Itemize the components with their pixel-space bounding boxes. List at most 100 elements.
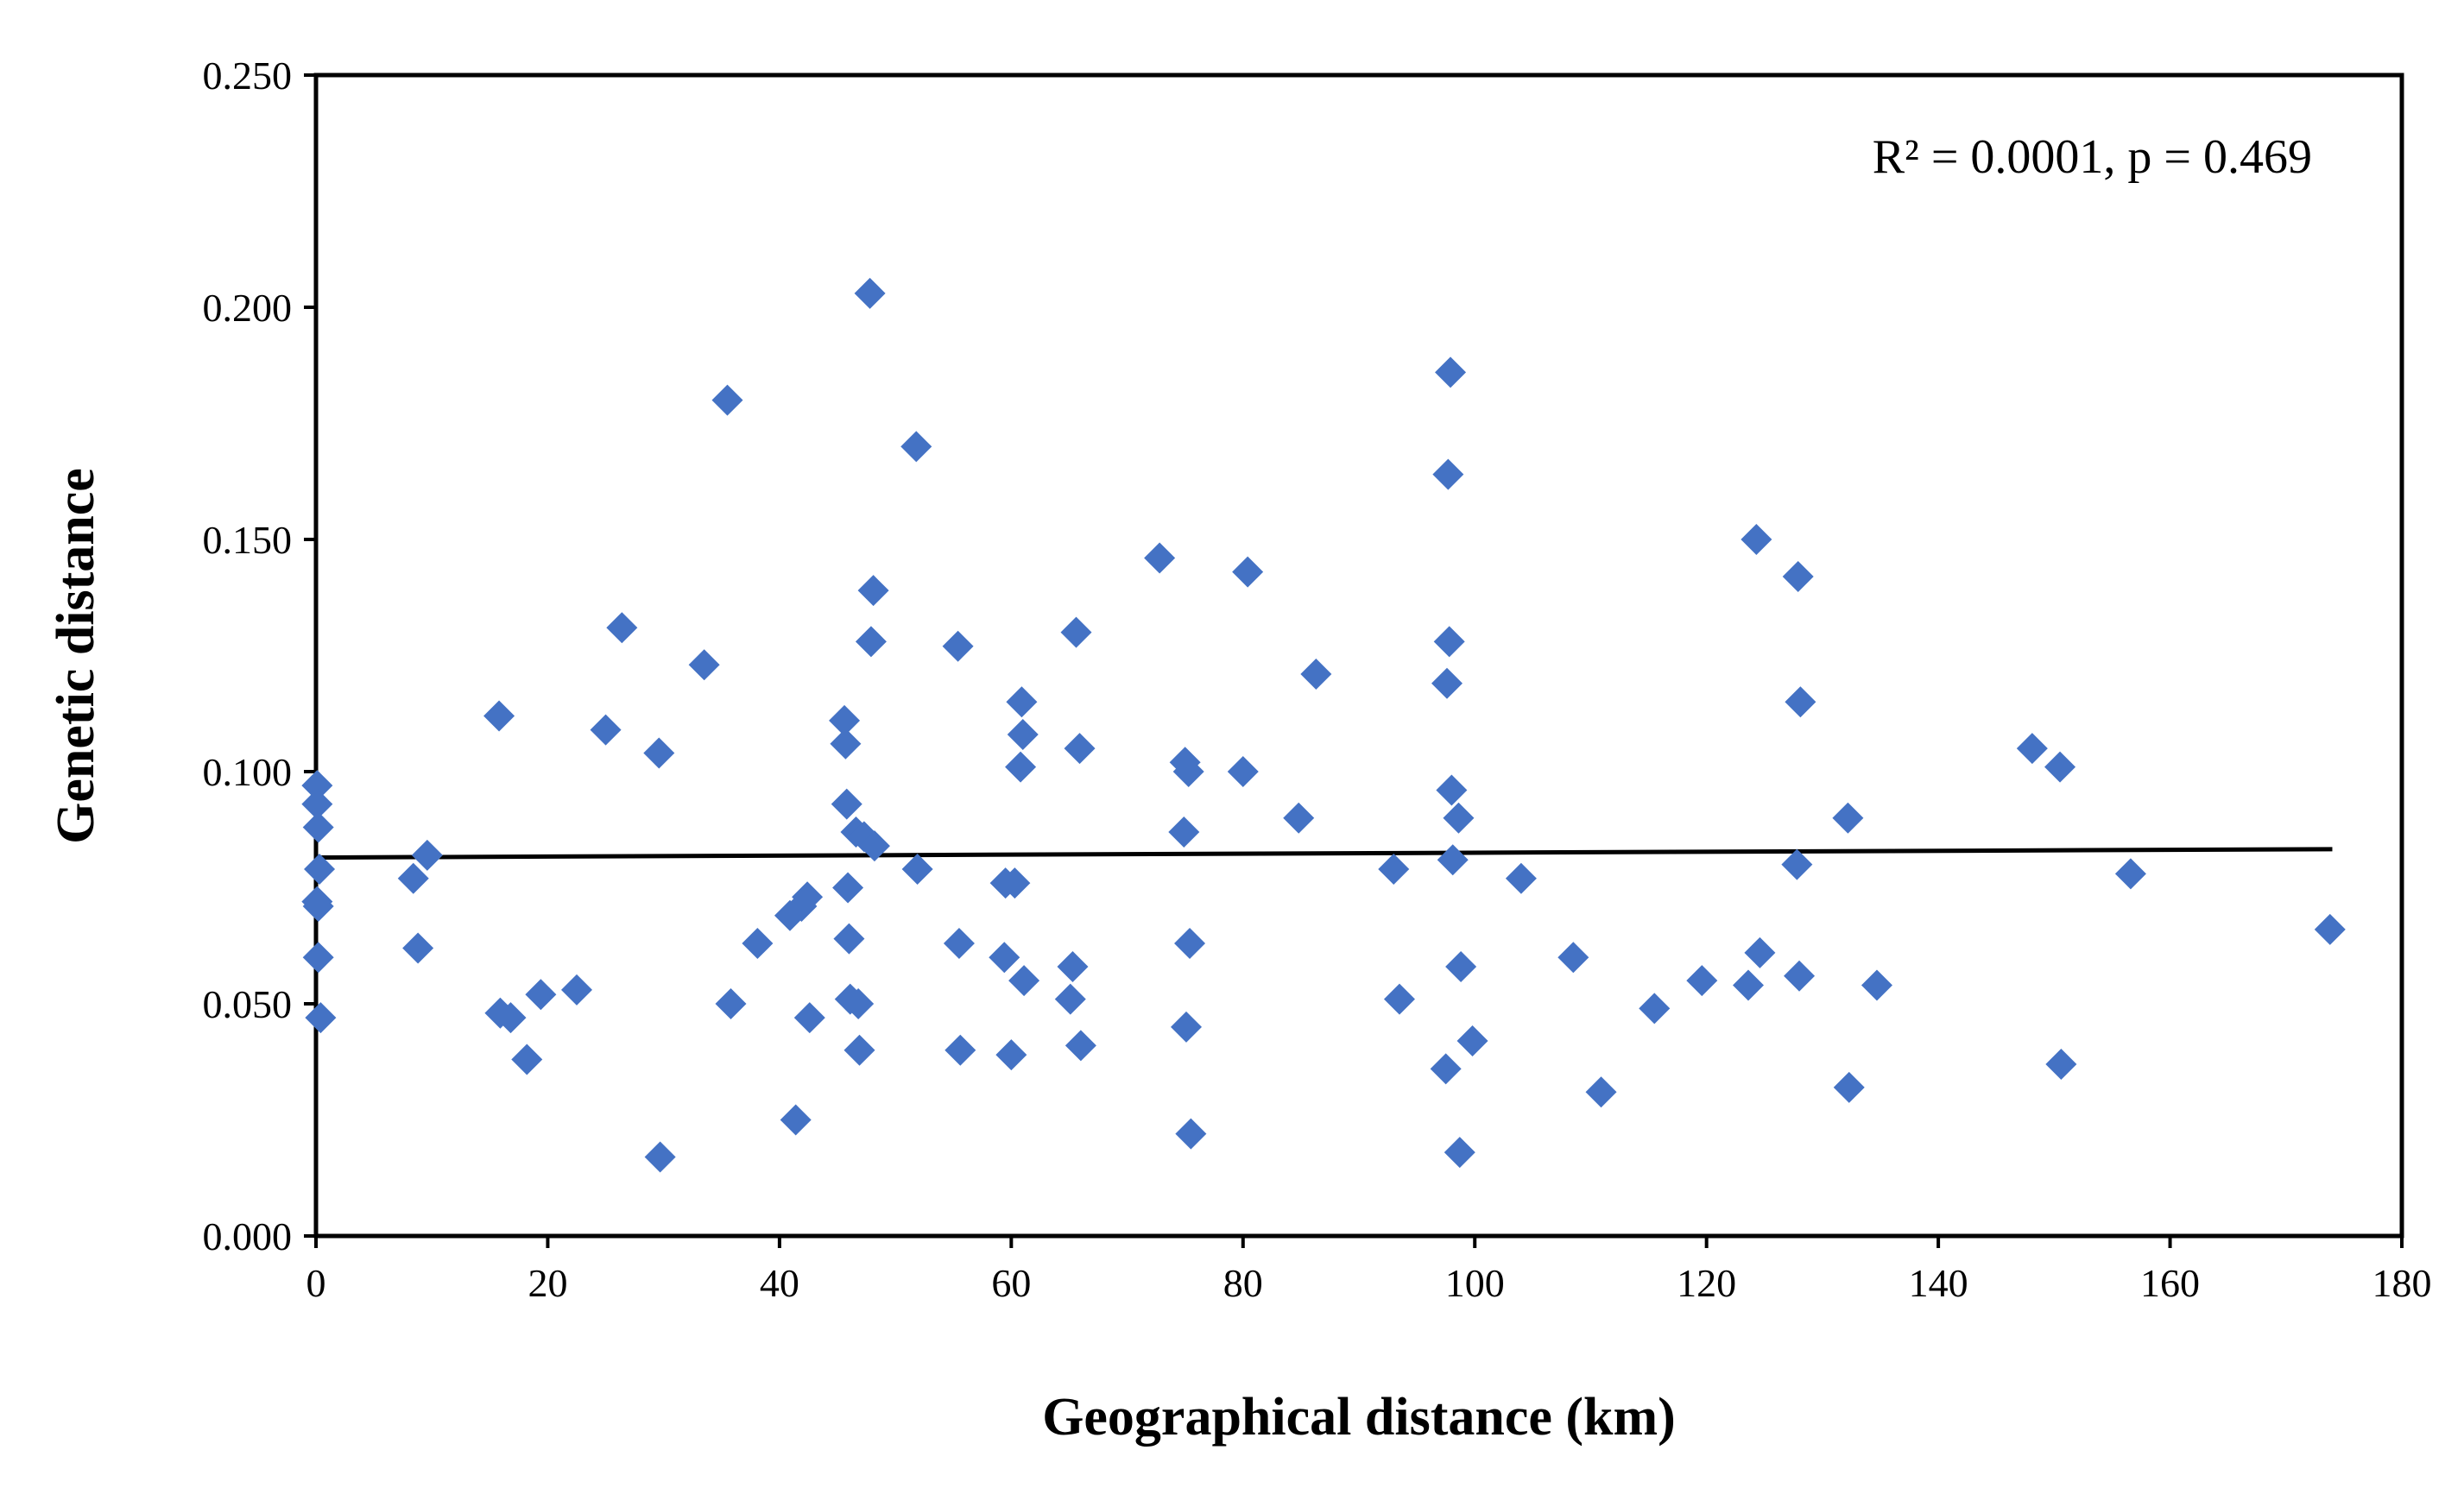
data-point [829, 704, 861, 736]
data-point [302, 811, 334, 843]
data-point [942, 630, 974, 662]
data-point [1144, 542, 1176, 574]
data-point [2016, 733, 2048, 765]
x-axis-title: Geographical distance (km) [1042, 1388, 1676, 1447]
data-point [858, 830, 890, 862]
data-point [1060, 616, 1092, 648]
data-point [1064, 733, 1096, 765]
x-tick-label: 160 [2140, 1261, 2200, 1305]
data-point [999, 867, 1031, 899]
data-point [1383, 983, 1415, 1015]
data-point [2314, 913, 2346, 945]
data-point [511, 1043, 543, 1075]
data-point [643, 737, 675, 769]
data-point [900, 431, 932, 463]
data-point [857, 575, 889, 607]
y-tick-label: 0.200 [203, 286, 293, 330]
data-point [1057, 950, 1089, 982]
data-point [901, 853, 933, 885]
data-point [843, 988, 875, 1019]
data-point [1861, 969, 1892, 1001]
data-point [2045, 1048, 2077, 1080]
data-point [525, 979, 557, 1011]
data-point [1443, 802, 1475, 834]
data-point [1171, 1011, 1203, 1043]
data-point [1433, 626, 1465, 658]
data-point [302, 891, 334, 923]
plot-area-border [313, 73, 2404, 1239]
data-point [2044, 751, 2076, 783]
data-point [780, 1104, 812, 1136]
data-point [688, 649, 720, 681]
data-point [1784, 960, 1816, 992]
y-axis-title: Genetic distance [47, 468, 105, 844]
data-point [1432, 458, 1464, 490]
y-tick-label: 0.050 [203, 982, 293, 1026]
data-point [989, 942, 1020, 974]
y-tick-label: 0.100 [203, 750, 293, 794]
data-point [1456, 1025, 1488, 1057]
data-point [855, 626, 887, 658]
data-point [1741, 524, 1772, 555]
data-point [1785, 686, 1816, 718]
data-point [1744, 936, 1776, 968]
data-point [301, 788, 333, 820]
data-point [831, 788, 862, 820]
x-tick-label: 20 [528, 1261, 567, 1305]
x-tick-label: 0 [306, 1261, 326, 1305]
x-tick-label: 80 [1223, 1261, 1263, 1305]
data-point [1172, 756, 1204, 787]
x-tick-label: 180 [2372, 1261, 2432, 1305]
data-point [1832, 802, 1864, 834]
trendline [315, 847, 2333, 861]
data-point [483, 700, 515, 732]
data-point [1054, 983, 1086, 1015]
data-point [1505, 862, 1537, 894]
data-point [715, 988, 747, 1019]
data-point [305, 1002, 337, 1034]
x-tick-label: 100 [1445, 1261, 1505, 1305]
data-point [1005, 751, 1037, 783]
data-point [1444, 1137, 1475, 1169]
data-point [792, 881, 824, 913]
data-point [2114, 858, 2146, 890]
data-point [854, 277, 886, 309]
data-point [1430, 1053, 1462, 1085]
data-point [1435, 356, 1467, 388]
data-point [1006, 686, 1038, 718]
data-point [1585, 1076, 1617, 1108]
data-point [1378, 853, 1410, 885]
data-point [495, 1002, 527, 1034]
y-tick-label: 0.000 [203, 1214, 293, 1258]
data-point [1557, 942, 1589, 974]
data-point [301, 770, 333, 802]
data-point [1445, 950, 1477, 982]
data-point [742, 928, 774, 960]
data-point [1168, 816, 1200, 848]
x-tick-label: 120 [1677, 1261, 1736, 1305]
data-point [832, 872, 864, 904]
data-point [943, 928, 975, 960]
x-tick-label: 60 [991, 1261, 1031, 1305]
data-point [1639, 993, 1671, 1025]
data-point [1227, 756, 1259, 787]
y-axis-ticks: 0.000 0.050 0.100 0.150 0.200 0.250 [203, 54, 316, 1258]
data-points [301, 277, 2346, 1173]
y-tick-label: 0.150 [203, 518, 293, 562]
data-point [644, 1141, 676, 1173]
data-point [1431, 667, 1463, 699]
x-axis-ticks: 0 20 40 60 80 100 120 140 160 180 [306, 1236, 2432, 1305]
correlation-annotation: R² = 0.0001, p = 0.469 [1873, 130, 2312, 184]
data-point [1437, 844, 1469, 876]
data-point [833, 923, 865, 955]
data-point [1232, 556, 1264, 588]
data-point [590, 714, 622, 746]
data-point [1732, 969, 1764, 1001]
data-point [793, 1002, 825, 1034]
data-point [1175, 1118, 1207, 1150]
data-point [1007, 718, 1039, 750]
data-point [1174, 928, 1206, 960]
data-point [561, 974, 592, 1006]
data-point [1782, 561, 1814, 593]
data-point [606, 612, 638, 644]
